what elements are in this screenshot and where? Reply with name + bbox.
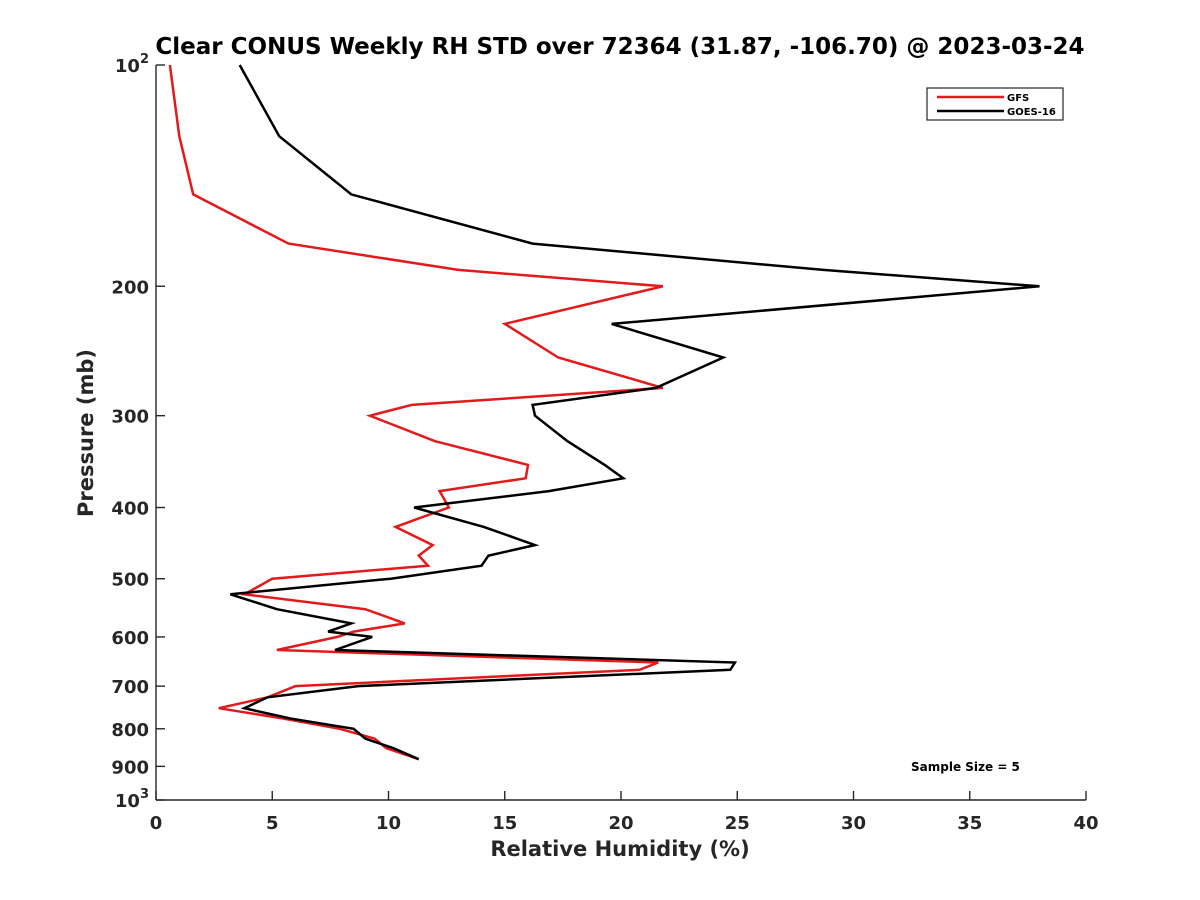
chart-title: Clear CONUS Weekly RH STD over 72364 (31… — [155, 34, 1084, 60]
x-tick-label: 30 — [841, 813, 866, 834]
legend-label-goes16: GOES-16 — [1007, 107, 1056, 118]
y-tick-label: 600 — [111, 628, 149, 649]
y-tick-label: 200 — [111, 277, 149, 298]
x-tick-label: 25 — [725, 813, 750, 834]
x-tick-label: 0 — [150, 813, 163, 834]
legend-box — [926, 87, 1064, 121]
y-tick-exponent: 3 — [140, 787, 149, 802]
y-tick-base: 10 — [115, 791, 140, 812]
y-tick-label: 900 — [111, 757, 149, 778]
x-tick-label: 15 — [492, 813, 517, 834]
y-axis-label: Pressure (mb) — [74, 349, 98, 517]
y-tick-label: 400 — [111, 499, 149, 520]
legend-label-gfs: GFS — [1007, 93, 1029, 104]
y-tick-exponent: 2 — [140, 52, 149, 67]
x-tick-label: 35 — [957, 813, 982, 834]
x-tick-label: 20 — [608, 813, 633, 834]
y-tick-base: 10 — [115, 56, 140, 77]
y-tick-label: 103 — [115, 787, 149, 812]
x-tick-label: 40 — [1073, 813, 1098, 834]
x-tick-label: 5 — [266, 813, 279, 834]
y-tick-label: 102 — [115, 52, 149, 77]
x-axis-label: Relative Humidity (%) — [490, 837, 749, 861]
y-tick-label: 800 — [111, 720, 149, 741]
y-tick-label: 300 — [111, 407, 149, 428]
plot-area: 0 5 10 15 20 25 30 35 40 10220030040050060070080… — [111, 52, 1098, 834]
legend: GFS GOES-16 — [926, 87, 1064, 121]
y-tick-label: 500 — [111, 570, 149, 591]
y-tick-label: 700 — [111, 677, 149, 698]
series-layer — [168, 64, 1040, 761]
series-line-goes16 — [230, 64, 1040, 761]
x-tick-label: 10 — [376, 813, 401, 834]
series-line-gfs — [168, 64, 664, 761]
sample-size-annotation: Sample Size = 5 — [911, 760, 1020, 774]
x-axis-ticks: 0 5 10 15 20 25 30 35 40 — [150, 791, 1099, 834]
